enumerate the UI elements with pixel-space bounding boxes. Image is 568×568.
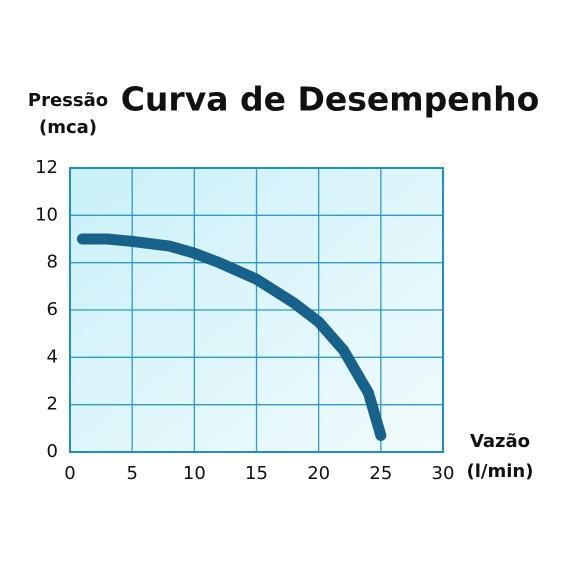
x-axis-label: (l/min) [467, 461, 534, 482]
y-axis-label: Pressão [28, 90, 108, 111]
x-tick-label: 10 [183, 463, 206, 484]
x-tick-label: 20 [307, 463, 330, 484]
x-tick-label: 5 [126, 463, 137, 484]
data-line [76, 233, 387, 441]
y-axis-label: (mca) [39, 117, 97, 138]
x-tick-label: 0 [64, 463, 75, 484]
x-tick-label: 15 [245, 463, 268, 484]
chart-title: Curva de Desempenho [121, 80, 540, 119]
x-axis-label: Vazão [470, 431, 530, 452]
y-tick-label: 10 [35, 204, 58, 225]
y-tick-label: 0 [47, 441, 58, 462]
y-tick-label: 4 [47, 346, 58, 367]
y-tick-label: 6 [47, 299, 58, 320]
plot-border [69, 167, 444, 453]
x-tick-label: 25 [369, 463, 392, 484]
y-tick-label: 8 [47, 252, 58, 273]
y-tick-label: 12 [35, 157, 58, 178]
y-tick-label: 2 [47, 394, 58, 415]
x-tick-label: 30 [432, 463, 455, 484]
